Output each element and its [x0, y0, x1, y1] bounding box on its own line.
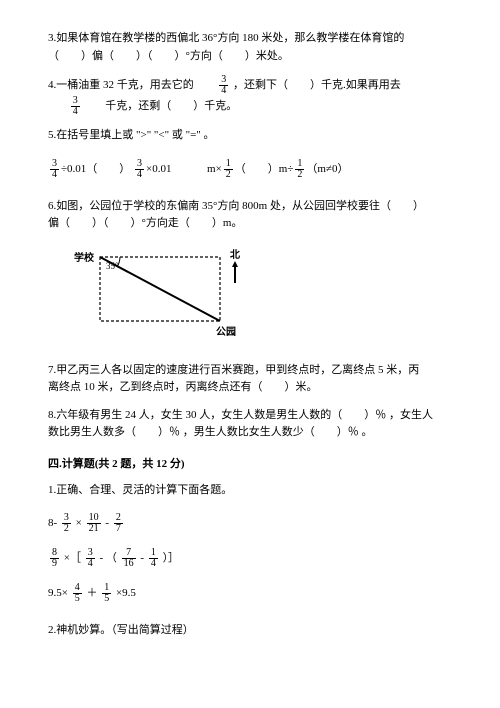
q8-line1: 8.六年级有男生 24 人，女生 30 人，女生人数是男生人数的（ ）％ ，女生…	[48, 409, 433, 421]
q7-line2: 离终点 10 米，乙到终点时，丙离终点还有（ ）米。	[48, 381, 318, 393]
q3-line1: 3.如果体育馆在教学楼的西偏北 36°方向 180 米处，那么教学楼在体育馆的	[48, 32, 404, 44]
q5-frac-b: 3 4	[135, 159, 144, 180]
q5-frac-d: 1 2	[295, 159, 304, 180]
diagram-park-label: 公园	[216, 326, 236, 337]
question-4: 4.一桶油重 32 千克，用去它的 3 4 ，还剩下（ ）千克.如果再用去 3 …	[48, 75, 452, 117]
calc-3: 9.5× 45 ＋ 15 ×9.5	[48, 583, 452, 604]
q5-expressions: 3 4 ÷0.01（ ） 3 4 ×0.01 m× 1 2 （ ）m÷ 1 2 …	[48, 159, 452, 180]
q4-frac2: 3 4	[71, 96, 80, 117]
q6-diagram: 学校 35° 北 公园	[74, 247, 452, 344]
question-3: 3.如果体育馆在教学楼的西偏北 36°方向 180 米处，那么教学楼在体育馆的 …	[48, 30, 452, 65]
q5-frac-c: 1 2	[224, 159, 233, 180]
question-7: 7.甲乙丙三人各以固定的速度进行百米赛跑，甲到终点时，乙离终点 5 米，丙 离终…	[48, 362, 452, 397]
diagram-north-label: 北	[230, 248, 240, 261]
q3-line2: （ ）偏（ ）（ ）°方向（ ）米处。	[48, 50, 289, 62]
question-6: 6.如图，公园位于学校的东偏南 35°方向 800m 处，从公园回学校要往（ ）…	[48, 198, 452, 344]
calc-list: 8- 32 × 1021 - 27 89 ×［ 34 - （ 716 - 14 …	[48, 513, 452, 604]
diagram-angle-label: 35°	[106, 261, 119, 271]
q6-svg: 学校 35° 北 公园	[74, 247, 244, 337]
q8-line2: 数比男生人数多（ ）％ ，男生人数比女生人数少（ ）％ 。	[48, 426, 373, 438]
diagram-school-label: 学校	[74, 251, 95, 264]
question-8: 8.六年级有男生 24 人，女生 30 人，女生人数是男生人数的（ ）％ ，女生…	[48, 407, 452, 442]
calc-1: 8- 32 × 1021 - 27	[48, 513, 452, 534]
question-5: 5.在括号里填上或 ">" "<" 或 "=" 。 3 4 ÷0.01（ ） 3…	[48, 127, 452, 180]
q4-frac1: 3 4	[219, 75, 228, 96]
q4-part-b: ，还剩下（ ）千克.如果再用去	[233, 79, 401, 91]
q5-frac-a: 3 4	[50, 159, 59, 180]
q6-line2: 偏（ ）（ ）°方向走（ ）m。	[48, 217, 242, 229]
section-4-title: 四.计算题(共 2 题，共 12 分)	[48, 456, 452, 474]
section4-q2: 2.神机妙算。（写出简算过程）	[48, 622, 452, 640]
q6-line1: 6.如图，公园位于学校的东偏南 35°方向 800m 处，从公园回学校要往（ ）	[48, 200, 424, 212]
q4-part-c: 千克，还剩（ ）千克。	[105, 100, 237, 112]
q7-line1: 7.甲乙丙三人各以固定的速度进行百米赛跑，甲到终点时，乙离终点 5 米，丙	[48, 364, 419, 376]
calc-2: 89 ×［ 34 - （ 716 - 14 ）］	[48, 548, 452, 569]
north-arrow-head	[232, 261, 238, 267]
section4-q1: 1.正确、合理、灵活的计算下面各题。	[48, 482, 452, 500]
q5-text: 5.在括号里填上或 ">" "<" 或 "=" 。	[48, 129, 215, 141]
q4-part-a: 4.一桶油重 32 千克，用去它的	[48, 79, 194, 91]
